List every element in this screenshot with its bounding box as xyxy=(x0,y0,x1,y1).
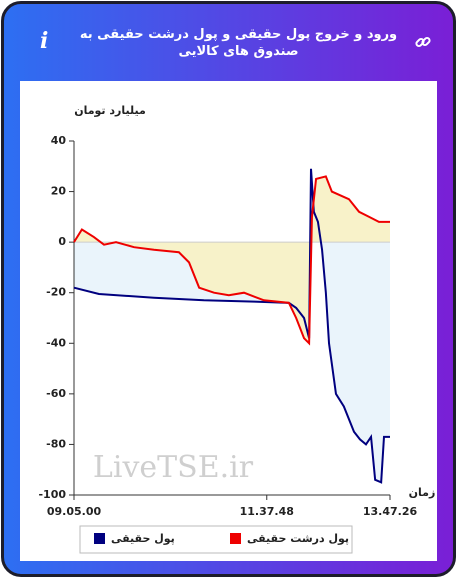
x-tick-label: 13.47.26 xyxy=(363,505,418,518)
area xyxy=(74,176,390,344)
chart: میلیارد تومان زمان -100 -80 -60 -40 -20 0 20 40… xyxy=(20,81,437,561)
y-tick-label: -60 xyxy=(46,387,66,400)
y-tick-label: -80 xyxy=(46,437,66,450)
info-icon[interactable]: i xyxy=(40,28,49,54)
y-tick-label: 0 xyxy=(58,235,66,248)
y-axis-label: میلیارد تومان xyxy=(74,104,146,117)
legend-swatch xyxy=(230,533,241,544)
x-tick-label: 09.05.00 xyxy=(47,505,102,518)
header: i ورود و خروج پول حقیقی و پول درشت حقیقی… xyxy=(4,4,453,80)
line xyxy=(73,175,390,346)
x-tick-label: 11.37.48 xyxy=(240,505,294,518)
link-icon[interactable] xyxy=(415,34,431,50)
x-axis-label: زمان xyxy=(409,486,436,499)
legend-label: پول حقیقی xyxy=(111,532,175,545)
y-tick-label: -100 xyxy=(38,488,66,501)
legend-swatch xyxy=(94,533,105,544)
line xyxy=(73,168,390,484)
legend-box xyxy=(79,525,353,554)
y-tick-label: 40 xyxy=(51,134,67,147)
y-tick-label: 20 xyxy=(51,185,67,198)
title: ورود و خروج پول حقیقی و پول درشت حقیقی ب… xyxy=(79,27,398,59)
legend-label: پول درشت حقیقی xyxy=(247,532,349,545)
y-tick-label: -40 xyxy=(46,336,66,349)
y-tick-label: -20 xyxy=(46,286,66,299)
watermark: LiveTSE.ir xyxy=(93,450,254,485)
